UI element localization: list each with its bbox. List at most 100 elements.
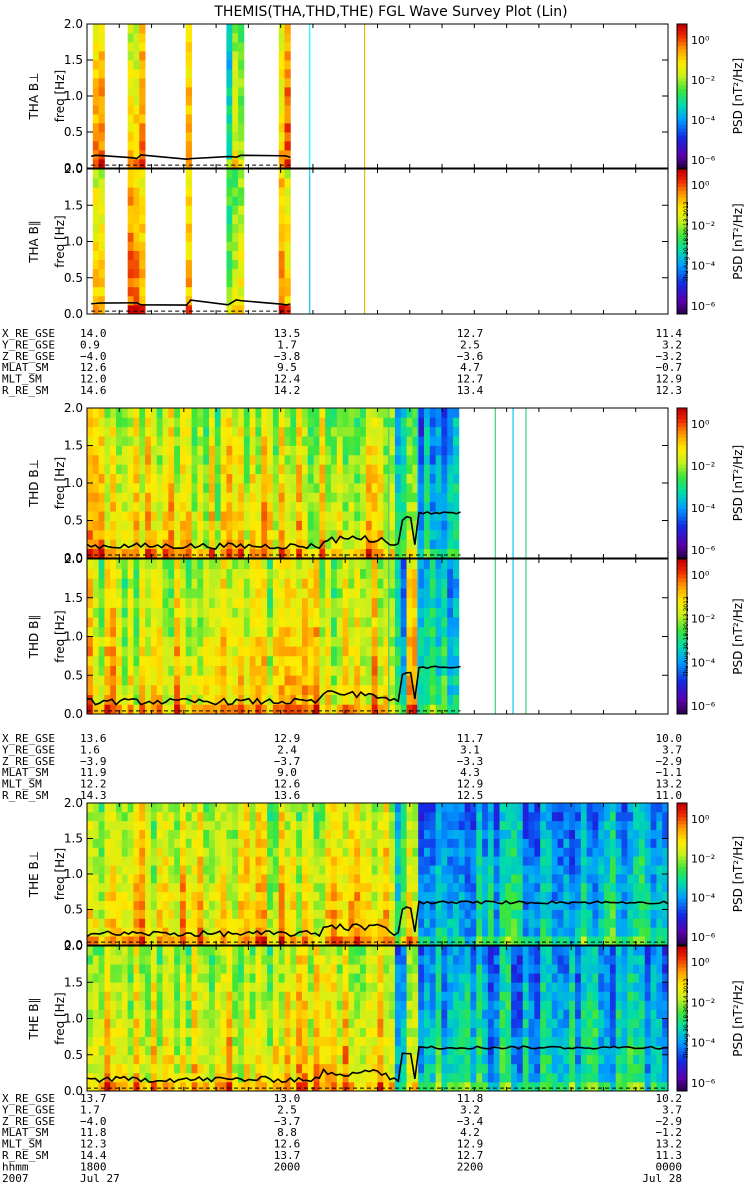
spectrogram-cell (453, 483, 460, 493)
spectrogram-cell (191, 946, 198, 956)
spectrogram-cell (331, 445, 338, 456)
spectrogram-cell (203, 473, 210, 484)
spectrogram-cell (110, 578, 117, 589)
ytick-label: 0.5 (64, 514, 83, 528)
spectrogram-cell (174, 900, 181, 910)
spectrogram-cell (482, 811, 489, 822)
spectrogram-cell (331, 909, 338, 919)
spectrogram-cell (87, 1009, 94, 1019)
spectrogram-cell (168, 955, 175, 965)
spectrogram-cell (325, 936, 332, 946)
spectrogram-cell (255, 918, 262, 928)
spectrogram-cell (261, 704, 268, 715)
spectrogram-cell (185, 838, 192, 848)
spectrogram-cell (127, 277, 134, 288)
spectrogram-cell (104, 900, 111, 910)
spectrogram-cell (278, 900, 285, 910)
spectrogram-cell (98, 665, 105, 676)
spectrogram-cell (284, 426, 291, 437)
spectrogram-cell (110, 1063, 117, 1074)
spectrogram-cell (249, 856, 256, 866)
spectrogram-cell (238, 704, 245, 715)
spectrogram-cell (104, 918, 111, 928)
spectrogram-cell (203, 464, 210, 475)
spectrogram-cell (185, 169, 192, 179)
spectrogram-cell (429, 856, 436, 866)
spectrogram-cell (563, 838, 570, 848)
spectrogram-cell (528, 927, 535, 937)
spectrogram-cell (197, 548, 204, 559)
spectrogram-cell (441, 473, 448, 484)
spectrogram-cell (336, 829, 344, 839)
spectrogram-cell (278, 214, 285, 224)
spectrogram-cell (383, 520, 390, 531)
spectrogram-cell (162, 473, 169, 484)
spectrogram-cell (447, 882, 454, 893)
spectrogram-cell (267, 426, 274, 437)
spectrogram-cell (569, 918, 576, 928)
spectrogram-cell (365, 655, 373, 666)
spectrogram-cell (534, 865, 541, 875)
spectrogram-cell (214, 1000, 222, 1010)
spectrogram-cell (615, 936, 622, 946)
spectrogram-cell (214, 811, 222, 822)
spectrogram-cell (220, 803, 227, 813)
spectrogram-cell (104, 811, 111, 822)
spectrogram-cell (174, 607, 181, 618)
spectrogram-cell (336, 626, 344, 637)
spectrogram-cell (336, 436, 344, 446)
spectrogram-cell (301, 454, 309, 465)
spectrogram-cell (441, 665, 448, 676)
spectrogram-cell (331, 636, 338, 647)
spectrogram-cell (226, 675, 233, 686)
spectrogram-cell (278, 277, 285, 288)
figure-title: THEMIS(THA,THD,THE) FGL Wave Survey Plot… (213, 4, 567, 20)
ytick-label: 2.0 (64, 401, 83, 415)
spectrogram-cell (348, 936, 355, 946)
spectrogram-cell (185, 69, 192, 79)
spectrogram-cell (104, 964, 111, 974)
spectrogram-cell (168, 829, 175, 839)
spectrogram-cell (267, 874, 274, 884)
spectrogram-cell (226, 811, 233, 822)
spectrogram-cell (116, 520, 123, 531)
spectrogram-cell (179, 445, 187, 456)
spectrogram-cell (87, 927, 94, 937)
colorbar-swatch (677, 157, 687, 162)
spectrogram-cell (220, 539, 227, 550)
spectrogram-cell (98, 803, 105, 813)
spectrogram-cell (418, 501, 425, 512)
colorbar-swatch (677, 408, 687, 413)
spectrogram-cell (174, 856, 181, 866)
spectrogram-cell (133, 464, 140, 475)
spectrogram-cell (586, 803, 593, 813)
spectrogram-cell (453, 918, 460, 928)
spectrogram-cell (197, 964, 204, 974)
spectrogram-cell (220, 511, 227, 521)
spectrogram-cell (116, 838, 123, 848)
spectrogram-cell (319, 909, 326, 919)
spectrogram-cell (133, 964, 140, 974)
spectrogram-cell (604, 811, 611, 822)
spectrogram-cell (127, 820, 134, 831)
spectrogram-cell (586, 936, 593, 946)
spectrogram-cell (650, 918, 657, 928)
spectrogram-cell (139, 982, 146, 992)
spectrogram-cell (139, 856, 146, 866)
spectrogram-cell (191, 874, 198, 884)
spectrogram-cell (168, 927, 175, 937)
spectrogram-cell (627, 874, 634, 884)
spectrogram-cell (284, 856, 291, 866)
spectrogram-cell (325, 811, 332, 822)
spectrogram-cell (203, 675, 210, 686)
spectrogram-cell (232, 559, 239, 570)
spectrogram-cell (360, 483, 367, 493)
spectrogram-cell (348, 607, 355, 618)
spectrogram-cell (87, 588, 94, 599)
spectrogram-cell (482, 838, 489, 848)
spectrogram-cell (145, 1000, 152, 1010)
spectrogram-cell (453, 617, 460, 628)
spectrogram-cell (522, 829, 529, 839)
spectrogram-cell (238, 626, 245, 637)
